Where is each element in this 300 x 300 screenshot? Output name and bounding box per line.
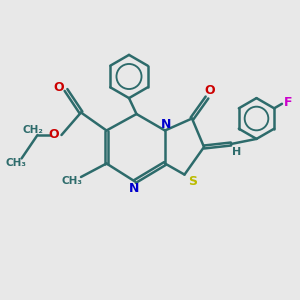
Text: S: S bbox=[188, 175, 197, 188]
Text: CH₂: CH₂ bbox=[22, 124, 44, 135]
Text: O: O bbox=[49, 128, 59, 142]
Text: CH₃: CH₃ bbox=[61, 176, 82, 186]
Text: H: H bbox=[232, 147, 241, 158]
Text: N: N bbox=[129, 182, 140, 195]
Text: F: F bbox=[284, 96, 293, 109]
Text: O: O bbox=[53, 81, 64, 94]
Text: O: O bbox=[205, 84, 215, 98]
Text: N: N bbox=[161, 118, 172, 131]
Text: CH₃: CH₃ bbox=[6, 158, 27, 168]
